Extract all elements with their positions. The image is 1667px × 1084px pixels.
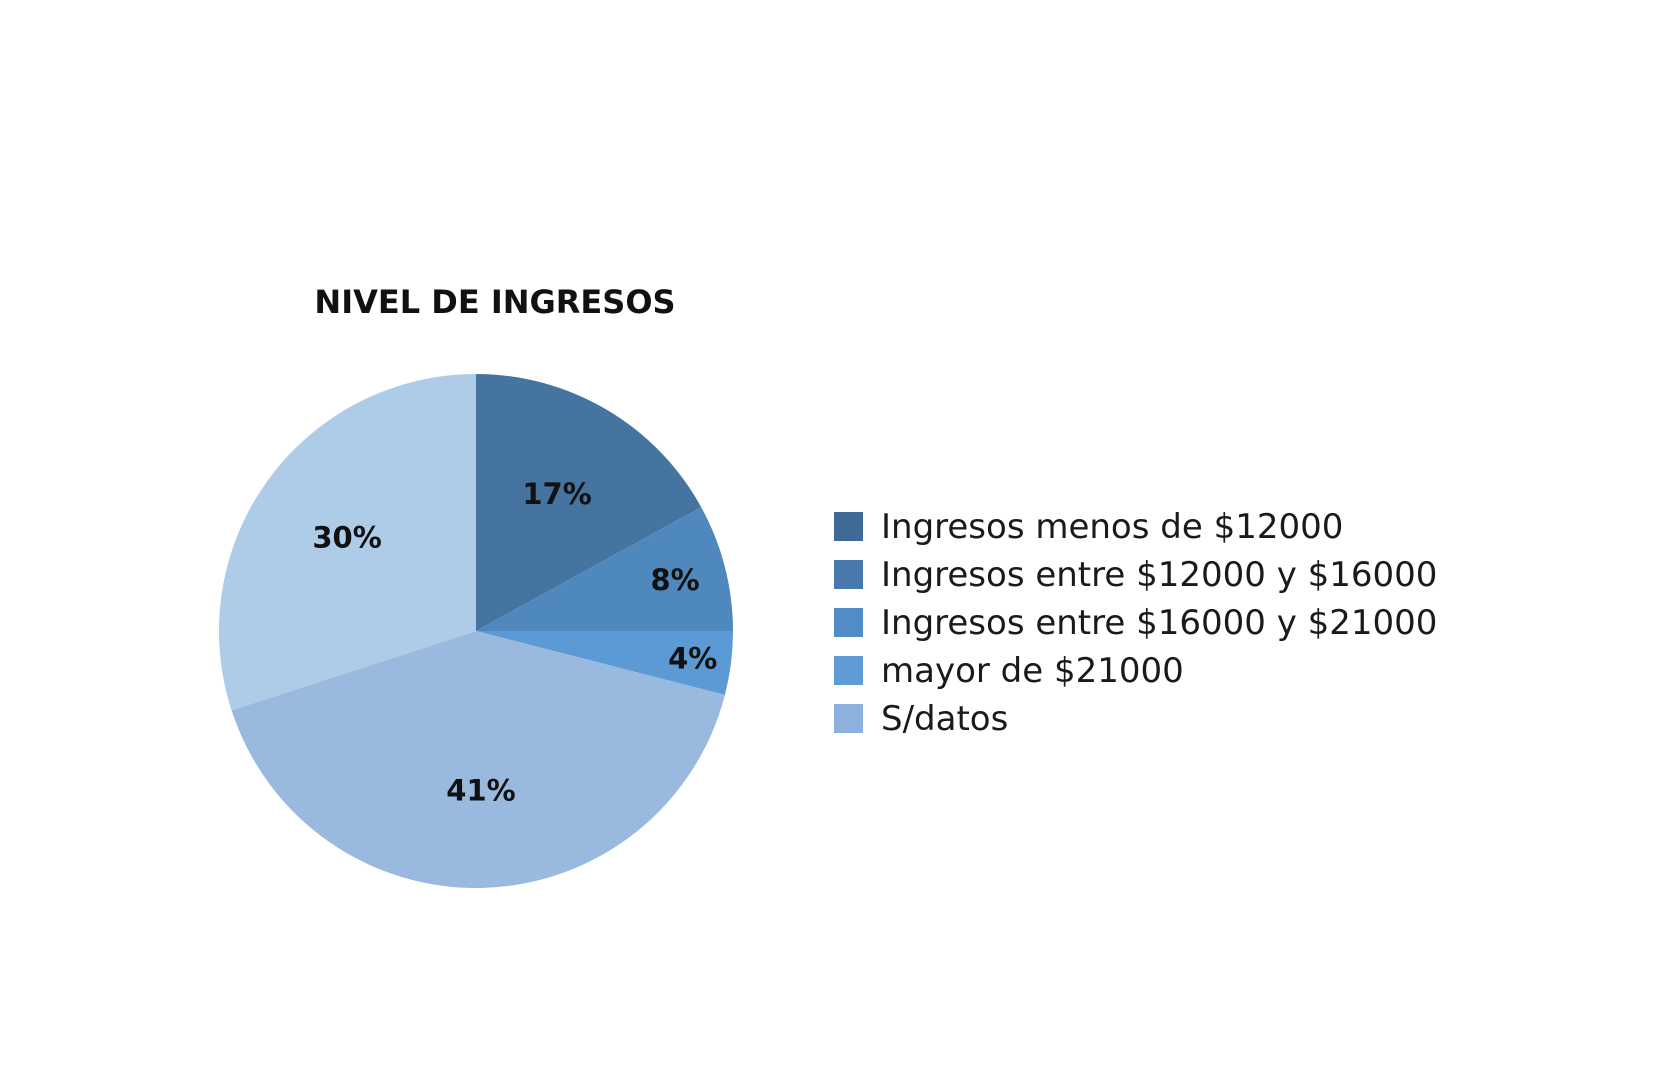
pie-slice-2 (476, 631, 734, 695)
pie-slice-3 (231, 631, 725, 889)
legend-label: Ingresos menos de $12000 (881, 507, 1343, 547)
legend-swatch (834, 704, 863, 733)
chart-title: NIVEL DE INGRESOS (314, 283, 675, 321)
pie-slice-1 (476, 507, 733, 631)
slice-value-label: 30% (312, 520, 381, 554)
slice-value-label: 8% (650, 563, 699, 597)
legend-label: S/datos (881, 699, 1008, 739)
legend-label: mayor de $21000 (881, 651, 1184, 691)
slice-value-label: 41% (446, 773, 515, 807)
slice-value-label: 17% (522, 477, 591, 511)
pie-slice-labels: 17% 8% 4% 41% 30% (312, 477, 717, 808)
legend-label: Ingresos entre $16000 y $21000 (881, 603, 1437, 643)
legend: Ingresos menos de $12000 Ingresos entre $… (834, 507, 1437, 739)
pie-slices (219, 374, 734, 889)
legend-swatch (834, 656, 863, 685)
slice-value-label: 4% (668, 641, 717, 675)
legend-swatch (834, 560, 863, 589)
legend-swatch (834, 608, 863, 637)
pie-slice-4 (219, 374, 476, 711)
pie-slice-0 (476, 374, 702, 631)
legend-swatch (834, 512, 863, 541)
legend-label: Ingresos entre $12000 y $16000 (881, 555, 1437, 595)
